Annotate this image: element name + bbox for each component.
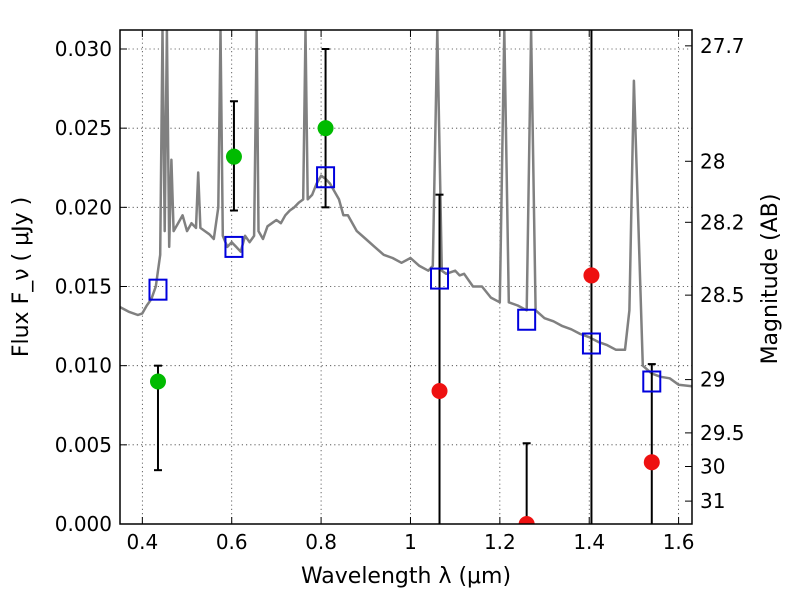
plot-frame [119,29,693,525]
x-tick-label: 0.8 [305,530,337,554]
upper-limit-point [643,454,660,471]
x-axis-title: Wavelength λ (μm) [301,564,511,589]
x-tick-label: 1.4 [573,530,605,554]
x-tick-label: 0.6 [216,530,248,554]
y-right-axis-title: Magnitude (AB) [758,194,783,365]
axis-ticks: 0.4 0.6 0.8 1 1.2 1.4 1.6 0.000 0.005 0.010 0.015 0… [55,30,745,554]
mag-tick-label: 28.5 [700,283,745,307]
y-tick-label: 0.015 [55,275,112,299]
detection-point [225,148,242,165]
model-photometry-square [316,166,336,189]
sed-curve-layer [120,30,692,388]
x-tick-label: 0.4 [126,530,158,554]
mag-tick-label: 27.7 [700,34,745,58]
x-tick-label: 1.6 [663,530,695,554]
detection-point [317,120,334,137]
mag-tick-label: 28.2 [700,210,745,234]
x-tick-label: 1 [404,530,417,554]
model-photometry-square [224,235,244,258]
upper-limit-point [431,383,448,399]
photometry-markers [148,120,662,524]
mag-tick-label: 28 [700,149,725,173]
y-tick-label: 0.020 [55,195,112,219]
x-tick-label: 1.2 [484,530,516,554]
model-photometry-square [430,267,450,290]
detection-point [149,373,166,390]
y-tick-label: 0.000 [55,512,112,536]
mag-tick-label: 31 [700,489,725,513]
y-tick-label: 0.005 [55,433,112,457]
sed-model-curve [120,30,692,388]
error-bars [153,30,656,524]
model-photometry-square [581,332,601,355]
upper-limit-point [583,267,600,284]
model-photometry-square [642,370,662,393]
y-axis-title: Flux F_ν ( μJy ) [9,197,34,357]
mag-tick-label: 30 [700,455,725,479]
model-photometry-square [148,278,168,301]
model-photometry-square [517,308,537,331]
mag-tick-label: 29.5 [700,421,745,445]
upper-limit-point [518,516,535,524]
y-tick-label: 0.030 [55,37,112,61]
y-tick-label: 0.010 [55,354,112,378]
y-tick-label: 0.025 [55,116,112,140]
mag-tick-label: 29 [700,368,725,392]
